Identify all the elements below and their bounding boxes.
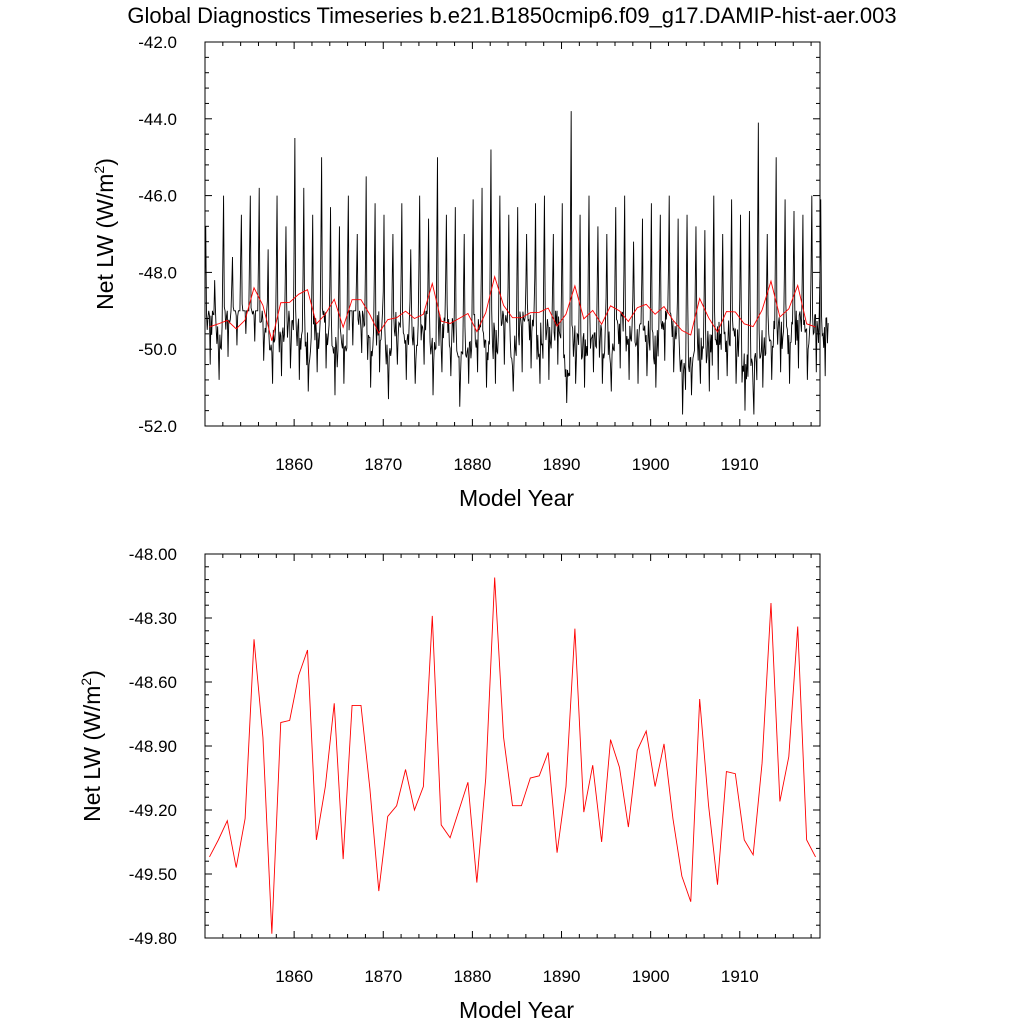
- y-axis-label: Net LW (W/m2): [91, 158, 118, 310]
- y-tick-label: -49.80: [129, 929, 177, 948]
- plot-frame-top: [204, 41, 821, 427]
- x-tick-label: 1900: [632, 967, 670, 986]
- x-axis-label: Model Year: [459, 485, 574, 511]
- series-line-annual-top: [209, 274, 816, 341]
- x-tick-label: 1910: [721, 455, 759, 474]
- y-tick-label: -48.0: [138, 263, 177, 282]
- x-tick-label: 1910: [721, 967, 759, 986]
- x-tick-label: 1870: [364, 967, 402, 986]
- x-axis-label: Model Year: [459, 997, 574, 1023]
- y-tick-label: -48.30: [129, 609, 177, 628]
- x-tick-label: 1880: [453, 455, 491, 474]
- x-tick-label: 1860: [275, 967, 313, 986]
- x-tick-label: 1890: [543, 455, 581, 474]
- y-tick-label: -52.0: [138, 417, 177, 436]
- panel-top: 1860 1870 1880 1890 1900 1910 -52.0 -50.0 -48.0 -…: [91, 33, 829, 511]
- x-tick-label: 1880: [453, 967, 491, 986]
- x-tick-label: 1890: [543, 967, 581, 986]
- y-tick-label: -49.20: [129, 801, 177, 820]
- y-tick-label: -46.0: [138, 187, 177, 206]
- y-tick-label: -48.00: [129, 545, 177, 564]
- series-line-monthly-top: [204, 111, 829, 415]
- y-tick-label: -48.90: [129, 737, 177, 756]
- y-tick-label: -44.0: [138, 110, 177, 129]
- figure-title: Global Diagnostics Timeseries b.e21.B185…: [127, 3, 897, 28]
- x-tick-label: 1870: [364, 455, 402, 474]
- y-axis-label: Net LW (W/m2): [78, 670, 105, 822]
- y-tick-label: -42.0: [138, 33, 177, 52]
- y-tick-label: -50.0: [138, 340, 177, 359]
- x-tick-label: 1860: [275, 455, 313, 474]
- series-line-annual-bottom: [209, 577, 816, 934]
- x-tick-label: 1900: [632, 455, 670, 474]
- y-tick-label: -48.60: [129, 673, 177, 692]
- plot-frame-bottom: [204, 553, 821, 939]
- y-tick-label: -49.50: [129, 865, 177, 884]
- panel-bottom: 1860 1870 1880 1890 1900 1910 -49.80 -49.50 -49.…: [78, 545, 821, 1023]
